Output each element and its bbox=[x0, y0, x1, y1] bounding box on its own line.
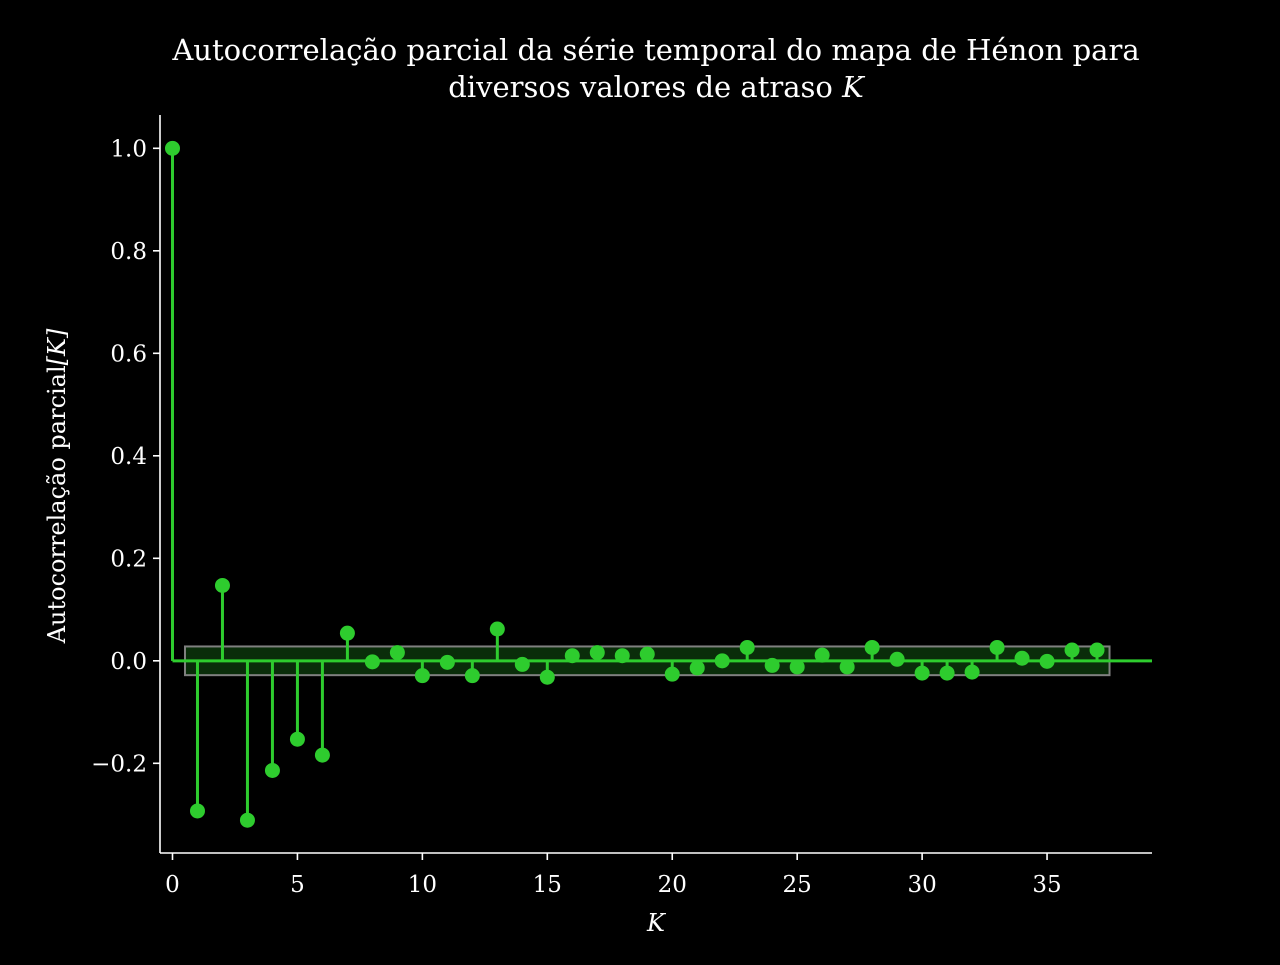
data-point bbox=[814, 647, 830, 663]
x-tick-label: 35 bbox=[1032, 872, 1061, 898]
data-point bbox=[989, 639, 1005, 655]
y-axis-label-text: Autocorrelação parcial bbox=[43, 365, 71, 644]
data-point bbox=[914, 665, 930, 681]
data-point bbox=[664, 666, 680, 682]
data-point bbox=[464, 668, 480, 684]
data-point bbox=[1014, 650, 1030, 666]
chart-title-line1: Autocorrelação parcial da série temporal… bbox=[171, 33, 1139, 67]
y-tick-label: 0.2 bbox=[110, 546, 147, 572]
data-point bbox=[414, 668, 430, 684]
data-point bbox=[839, 659, 855, 675]
data-point bbox=[489, 621, 505, 637]
data-point bbox=[789, 659, 805, 675]
data-point bbox=[564, 648, 580, 664]
x-tick-label: 20 bbox=[658, 872, 687, 898]
y-tick-label: 0.0 bbox=[110, 649, 147, 675]
x-tick-label: 0 bbox=[165, 872, 180, 898]
data-point bbox=[1039, 653, 1055, 669]
y-tick-label: 0.4 bbox=[110, 444, 147, 470]
data-point bbox=[1089, 642, 1105, 658]
data-point bbox=[239, 812, 255, 828]
x-tick-label: 5 bbox=[290, 872, 305, 898]
data-point bbox=[714, 653, 730, 669]
data-point bbox=[389, 645, 405, 661]
x-tick-label: 10 bbox=[408, 872, 437, 898]
data-point bbox=[639, 646, 655, 662]
plot-area: 0 5 10 15 20 25 30 35 −0.2 0.0 0.2 0.4 0.6 0.8 1.0 bbox=[91, 115, 1152, 898]
data-point bbox=[889, 651, 905, 667]
data-point bbox=[264, 762, 280, 778]
data-point bbox=[514, 656, 530, 672]
x-tick-label: 15 bbox=[533, 872, 562, 898]
data-point bbox=[289, 731, 305, 747]
data-point bbox=[189, 803, 205, 819]
data-point bbox=[764, 657, 780, 673]
data-point bbox=[964, 664, 980, 680]
y-tick-label: 0.8 bbox=[110, 239, 147, 265]
y-tick-label: 0.6 bbox=[110, 341, 147, 367]
chart-title-line2: diversos valores de atraso K bbox=[448, 70, 866, 104]
data-point bbox=[864, 639, 880, 655]
data-point bbox=[589, 645, 605, 661]
data-point bbox=[539, 669, 555, 685]
chart-title-line2-text: diversos valores de atraso bbox=[448, 70, 842, 104]
y-tick-label: 1.0 bbox=[110, 136, 147, 162]
x-axis-label: K bbox=[646, 909, 667, 937]
y-axis-label: Autocorrelação parcial[K] bbox=[43, 328, 71, 644]
data-point bbox=[1064, 642, 1080, 658]
data-point bbox=[214, 577, 230, 593]
data-point bbox=[739, 639, 755, 655]
chart-title-symbol: K bbox=[841, 70, 866, 104]
data-point bbox=[364, 654, 380, 670]
data-point bbox=[614, 648, 630, 664]
x-tick-label: 30 bbox=[907, 872, 936, 898]
x-tick-label: 25 bbox=[783, 872, 812, 898]
data-point bbox=[939, 665, 955, 681]
data-point bbox=[314, 747, 330, 763]
data-point bbox=[439, 654, 455, 670]
y-axis-label-symbol: [K] bbox=[43, 328, 71, 365]
data-point bbox=[689, 660, 705, 676]
data-point bbox=[339, 625, 355, 641]
y-tick-label: −0.2 bbox=[91, 751, 147, 777]
data-point bbox=[164, 140, 180, 156]
